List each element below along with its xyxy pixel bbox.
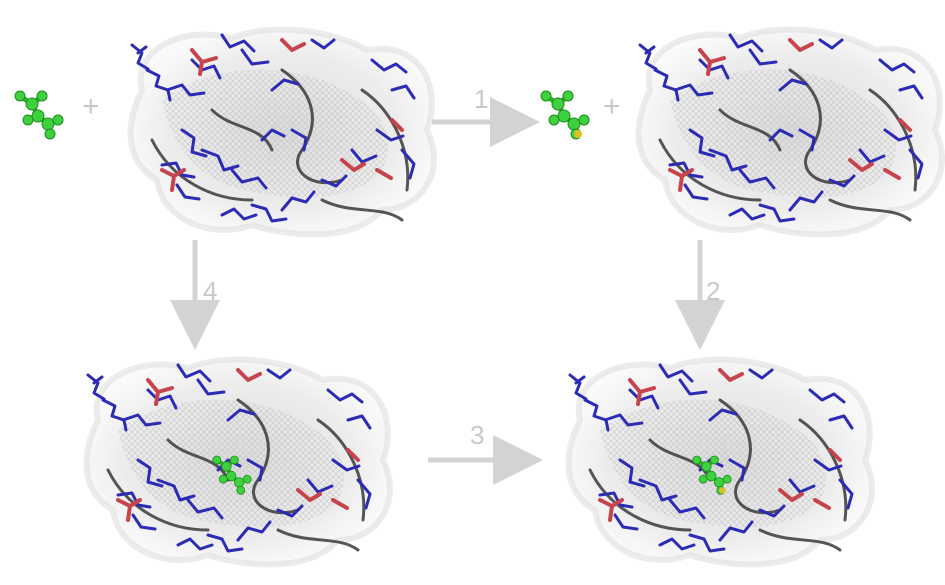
step-label-4: 4 (203, 276, 218, 306)
plus-sign: + (82, 90, 100, 123)
step-label-2: 2 (706, 276, 721, 306)
protein-icon (639, 29, 942, 234)
step-label-1: 1 (474, 84, 489, 114)
ligand-icon (15, 91, 63, 139)
ligand-icon (541, 91, 589, 139)
ligand-icon (693, 456, 731, 494)
protein-icon (131, 29, 434, 234)
protein-icon (569, 359, 872, 564)
step-label-3: 3 (470, 420, 485, 450)
plus-sign: + (603, 90, 621, 123)
